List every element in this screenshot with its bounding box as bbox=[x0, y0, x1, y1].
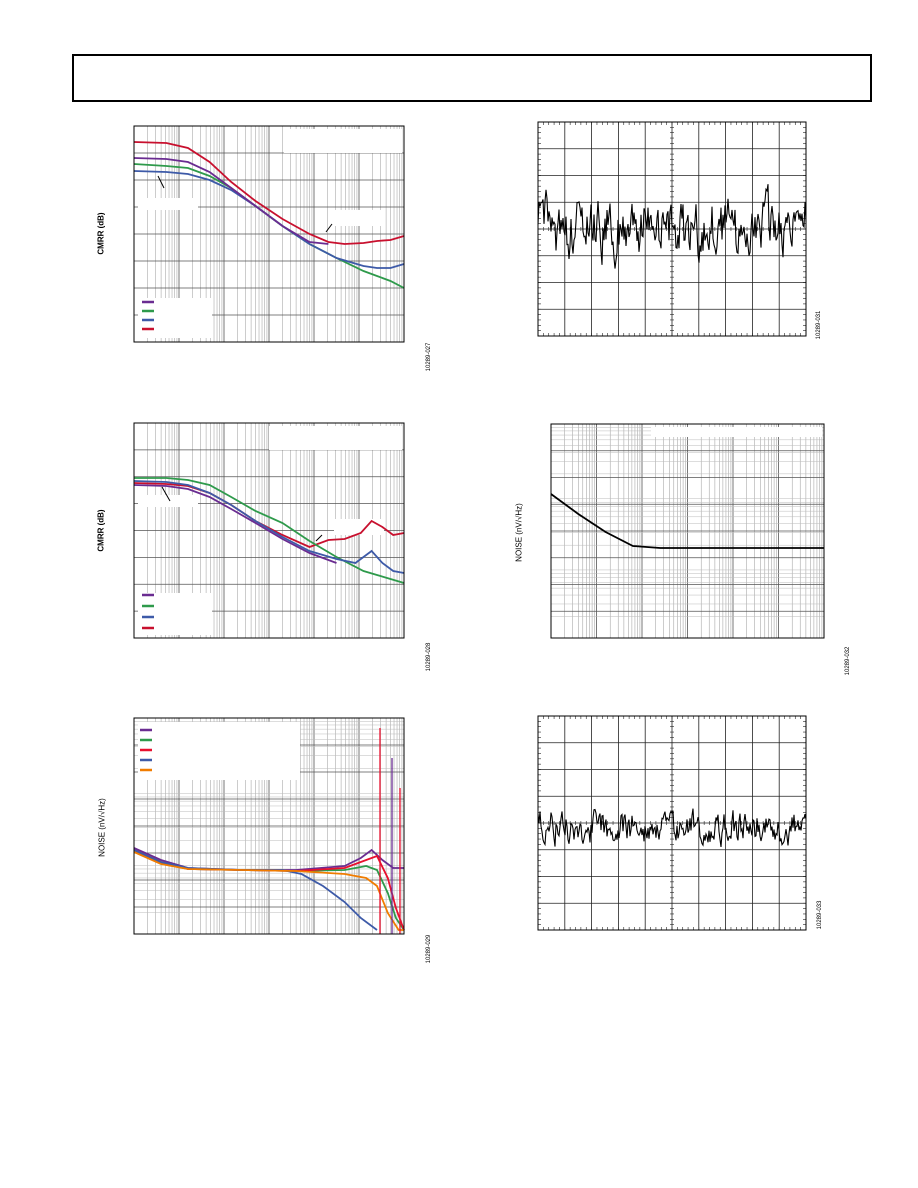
figure-id: 10289-028 bbox=[426, 642, 432, 672]
series-line bbox=[537, 184, 807, 269]
legend-area bbox=[269, 426, 402, 450]
plot-frame bbox=[133, 125, 405, 343]
plot-frame bbox=[133, 422, 405, 639]
series-line bbox=[133, 480, 405, 574]
cmrr-chart-2 bbox=[133, 422, 405, 639]
plot-frame bbox=[537, 715, 807, 931]
page-header-box bbox=[72, 54, 872, 102]
cmrr-1-ylabel: CMRR (dB) bbox=[96, 212, 106, 255]
noise-chart-2 bbox=[550, 423, 825, 639]
figure-id: 10289-032 bbox=[845, 646, 851, 676]
figure-id: 10289-027 bbox=[426, 342, 432, 372]
figure-id: 10289-031 bbox=[816, 310, 822, 340]
cmrr-chart-1 bbox=[133, 125, 405, 343]
annotation-arrow bbox=[315, 534, 323, 542]
series-line bbox=[537, 808, 807, 847]
annotation-arrow bbox=[161, 486, 171, 502]
time-domain-chart-1 bbox=[537, 121, 807, 337]
series-line bbox=[550, 493, 824, 549]
annotation-arrow bbox=[157, 175, 165, 189]
series-line bbox=[133, 141, 405, 245]
annotation-area bbox=[138, 495, 198, 507]
plot-frame bbox=[550, 423, 825, 639]
cmrr-2-ylabel: CMRR (dB) bbox=[96, 509, 106, 552]
noise-2-ylabel: NOISE (nV/√Hz) bbox=[514, 503, 524, 562]
legend-area bbox=[138, 722, 300, 780]
plot-frame bbox=[537, 121, 807, 337]
series-line bbox=[133, 484, 337, 564]
annotation-area bbox=[334, 519, 384, 535]
annotation-area bbox=[138, 198, 198, 210]
time-domain-chart-2 bbox=[537, 715, 807, 931]
legend-area bbox=[651, 427, 822, 437]
noise-chart-1 bbox=[133, 717, 405, 935]
annotation-arrow bbox=[325, 223, 333, 233]
noise-1-ylabel: NOISE (nV/√Hz) bbox=[97, 798, 107, 857]
figure-id: 10289-033 bbox=[817, 900, 823, 930]
legend-area bbox=[138, 298, 212, 338]
plot-frame bbox=[133, 717, 405, 935]
figure-id: 10289-029 bbox=[426, 934, 432, 964]
legend-area bbox=[284, 129, 402, 153]
series-line bbox=[134, 477, 405, 584]
series-line bbox=[133, 157, 329, 245]
series-line bbox=[133, 849, 378, 931]
annotation-area bbox=[334, 210, 384, 226]
